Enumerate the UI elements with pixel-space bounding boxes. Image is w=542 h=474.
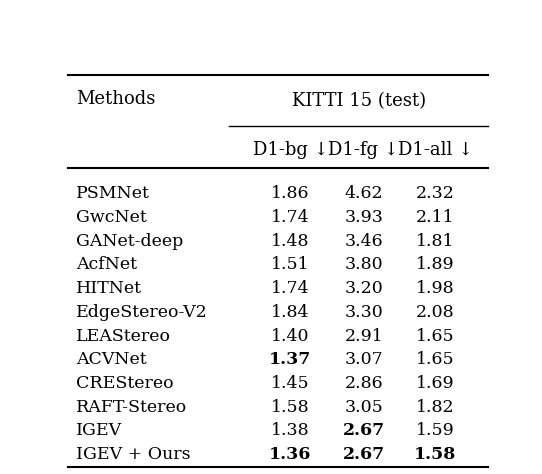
Text: 2.67: 2.67 [343,422,385,439]
Text: D1-all ↓: D1-all ↓ [398,141,473,159]
Text: AcfNet: AcfNet [76,256,137,273]
Text: 1.82: 1.82 [416,399,455,416]
Text: D1-bg ↓: D1-bg ↓ [253,141,328,159]
Text: 2.91: 2.91 [345,328,383,345]
Text: 1.58: 1.58 [271,399,309,416]
Text: Methods: Methods [76,90,156,108]
Text: 4.62: 4.62 [345,185,383,202]
Text: 1.74: 1.74 [271,209,309,226]
Text: 1.45: 1.45 [271,375,309,392]
Text: 3.20: 3.20 [345,280,383,297]
Text: KITTI 15 (test): KITTI 15 (test) [292,91,425,109]
Text: 1.40: 1.40 [271,328,309,345]
Text: 1.59: 1.59 [416,422,455,439]
Text: 1.37: 1.37 [269,351,312,368]
Text: 1.74: 1.74 [271,280,309,297]
Text: 3.07: 3.07 [345,351,383,368]
Text: EdgeStereo-V2: EdgeStereo-V2 [76,304,208,321]
Text: 2.32: 2.32 [416,185,455,202]
Text: 3.05: 3.05 [345,399,383,416]
Text: D1-fg ↓: D1-fg ↓ [328,141,399,159]
Text: ACVNet: ACVNet [76,351,147,368]
Text: GANet-deep: GANet-deep [76,233,183,250]
Text: 1.86: 1.86 [271,185,309,202]
Text: CREStereo: CREStereo [76,375,174,392]
Text: 1.89: 1.89 [416,256,455,273]
Text: LEAStereo: LEAStereo [76,328,171,345]
Text: IGEV: IGEV [76,422,122,439]
Text: 2.08: 2.08 [416,304,455,321]
Text: GwcNet: GwcNet [76,209,147,226]
Text: 2.67: 2.67 [343,446,385,463]
Text: 1.69: 1.69 [416,375,455,392]
Text: 2.11: 2.11 [416,209,455,226]
Text: IGEV + Ours: IGEV + Ours [76,446,191,463]
Text: 1.98: 1.98 [416,280,455,297]
Text: RAFT-Stereo: RAFT-Stereo [76,399,188,416]
Text: 3.46: 3.46 [345,233,383,250]
Text: 3.30: 3.30 [345,304,383,321]
Text: 1.81: 1.81 [416,233,455,250]
Text: 1.38: 1.38 [271,422,309,439]
Text: 1.65: 1.65 [416,328,455,345]
Text: 3.80: 3.80 [345,256,383,273]
Text: 1.58: 1.58 [414,446,456,463]
Text: PSMNet: PSMNet [76,185,150,202]
Text: 1.48: 1.48 [271,233,309,250]
Text: 1.84: 1.84 [271,304,309,321]
Text: 1.65: 1.65 [416,351,455,368]
Text: 2.86: 2.86 [345,375,383,392]
Text: 1.36: 1.36 [269,446,312,463]
Text: 1.51: 1.51 [271,256,309,273]
Text: 3.93: 3.93 [345,209,383,226]
Text: HITNet: HITNet [76,280,142,297]
